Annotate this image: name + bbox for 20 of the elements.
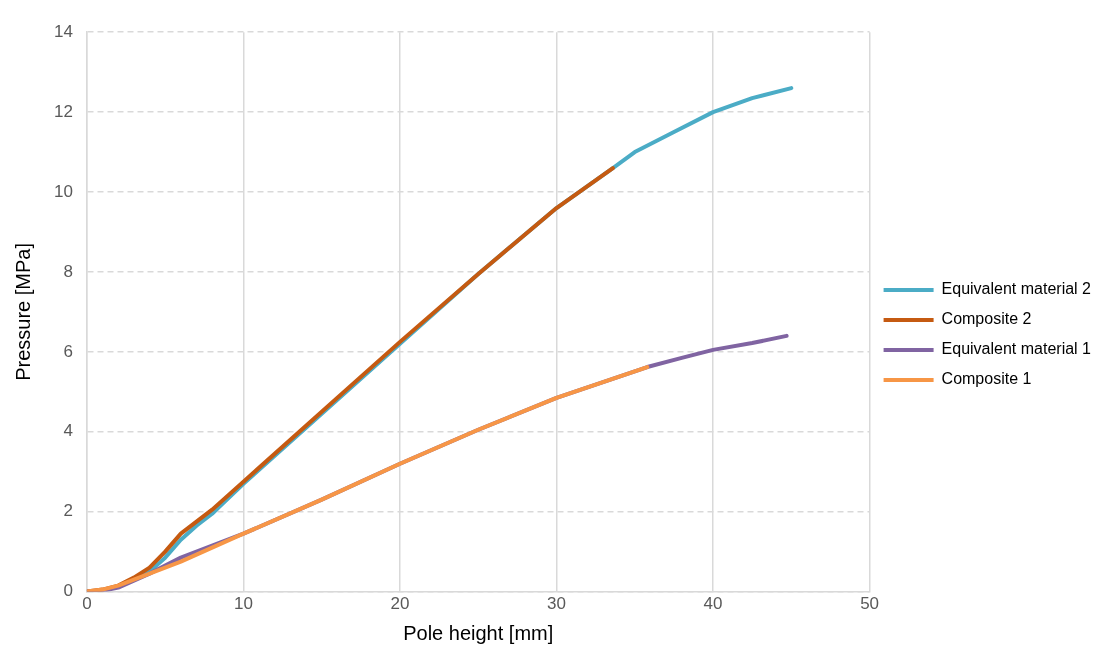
- x-tick-label: 10: [233, 594, 253, 614]
- legend-label: Equivalent material 1: [941, 340, 1092, 358]
- x-tick-label: 0: [82, 594, 92, 614]
- y-tick-label: 10: [53, 181, 73, 201]
- y-tick-label: 8: [63, 261, 73, 281]
- x-axis-title: Pole height [mm]: [403, 621, 554, 644]
- x-tick-label: 40: [703, 594, 723, 614]
- y-tick-label: 2: [63, 501, 73, 521]
- legend-label: Composite 2: [941, 310, 1032, 328]
- y-tick-label: 6: [63, 341, 73, 361]
- x-tick-label: 30: [547, 594, 566, 614]
- y-tick-label: 0: [63, 581, 73, 601]
- legend-label: Composite 1: [941, 370, 1032, 388]
- legend-label: Equivalent material 2: [941, 280, 1092, 298]
- x-tick-label: 50: [860, 594, 880, 614]
- y-tick-label: 4: [63, 421, 73, 441]
- y-tick-label: 12: [53, 101, 73, 121]
- y-tick-label: 14: [53, 21, 73, 41]
- y-axis-title: Pressure [MPa]: [11, 242, 34, 381]
- x-tick-label: 20: [390, 594, 410, 614]
